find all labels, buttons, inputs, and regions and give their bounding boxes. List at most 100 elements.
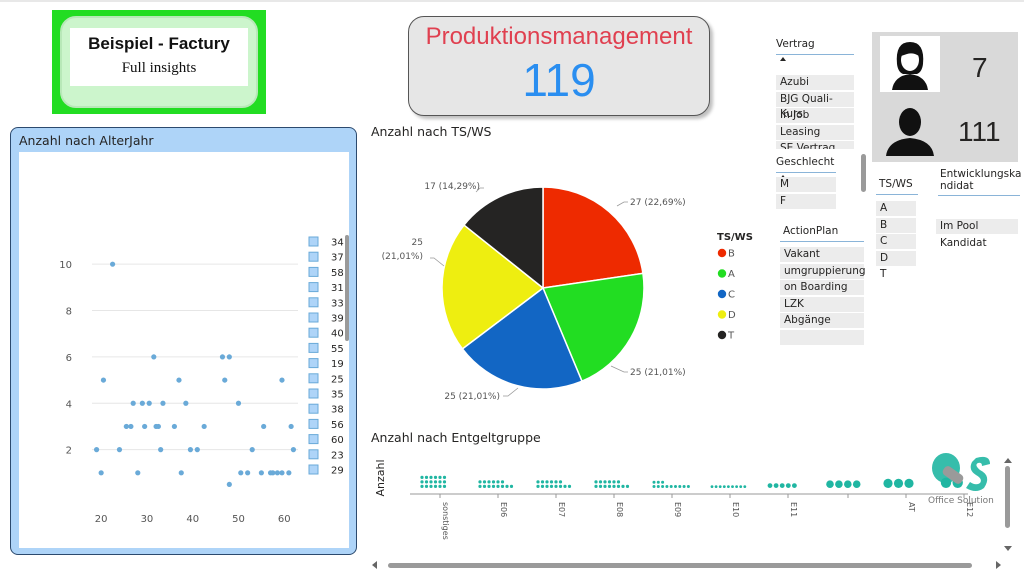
scatter-point: [139, 400, 145, 406]
chevron-up-icon[interactable]: [780, 57, 786, 61]
watermark-text: Office Solution: [928, 496, 994, 506]
slicer-item-injob[interactable]: In Job: [776, 108, 854, 123]
pie-chart[interactable]: 27 (22,69%) 25 (21,01%) 25 (21,01%) 25 (21,0…: [368, 140, 758, 430]
scroll-left-arrow[interactable]: [372, 561, 377, 569]
vertical-scroll-thumb[interactable]: [1005, 466, 1010, 528]
legend-label: 25: [331, 374, 344, 385]
entgelt-chart[interactable]: Anzahl sonstiges E06 E07 E08 E09 E10 E11 AT E12: [368, 446, 1008, 558]
entgelt-vertical-scrollbar[interactable]: [1004, 458, 1012, 554]
slicer-item-d[interactable]: D: [876, 250, 916, 266]
legend-swatch: [308, 449, 319, 460]
slicer-tsws-list: A B C D T: [876, 201, 916, 284]
legend-label: 40: [331, 329, 344, 340]
age-chart-title: Anzahl nach AlterJahr: [19, 133, 154, 148]
scroll-thumb[interactable]: [388, 563, 972, 568]
beeswarm-dot: [621, 484, 625, 488]
age-scatter-chart[interactable]: 2 4 6 8 10 20 30 40 50 60 34 37 58 31 33 39 40 55 19 25 35 38…: [19, 152, 349, 548]
beeswarm-dot: [682, 485, 686, 488]
slicer-entwicklung-title-1: Entwicklungska: [940, 168, 1022, 180]
beeswarm-dot: [844, 480, 852, 488]
pie-legend-marker: [717, 289, 727, 299]
beeswarm-dot: [438, 480, 442, 484]
scatter-point: [123, 423, 129, 430]
y-tick-label: 6: [66, 353, 72, 364]
slicer-item-m[interactable]: M: [776, 177, 836, 192]
scatter-point: [286, 470, 292, 476]
beeswarm-dot: [743, 485, 747, 488]
pie-slice-B: [542, 186, 644, 289]
horizontal-scrollbar[interactable]: [372, 561, 1012, 570]
pie-legend-marker: [717, 248, 727, 258]
beeswarm-dot: [792, 483, 797, 488]
x-tick-label: 20: [95, 514, 108, 525]
beeswarm-dot: [482, 480, 487, 484]
beeswarm-dot: [563, 484, 567, 488]
slicer-tsws[interactable]: TS/WS: [876, 178, 918, 195]
slicer-item-a[interactable]: A: [876, 201, 916, 216]
beeswarm-dot: [429, 475, 433, 479]
beeswarm-dot: [540, 480, 545, 484]
beeswarm-dot: [433, 475, 438, 479]
age-chart-panel[interactable]: Anzahl nach AlterJahr 2 4 6 8 10 20 30 40 50 60 34…: [10, 127, 357, 555]
slicer-item-b[interactable]: B: [876, 217, 916, 233]
slicer-item-abgaenge[interactable]: Abgänge: [780, 313, 864, 328]
slicer-item-se-vertrag[interactable]: SE Vertrag: [776, 141, 854, 149]
slicer-item-leasing[interactable]: Leasing: [776, 124, 854, 140]
beeswarm-dot: [424, 480, 429, 484]
pie-slice-T: [462, 186, 544, 290]
slicer-item-blank[interactable]: [780, 329, 864, 345]
scatter-point: [249, 447, 255, 453]
scatter-point: [279, 470, 285, 476]
slicer-vertrag-scrollbar[interactable]: [861, 154, 866, 192]
slicer-geschlecht[interactable]: Geschlecht: [776, 156, 838, 179]
beeswarm-dot: [710, 485, 714, 488]
beeswarm-dot: [785, 483, 791, 488]
beeswarm-dot: [904, 478, 914, 488]
slicer-actionplan[interactable]: ActionPlan: [780, 225, 864, 242]
beeswarm-dot: [674, 485, 677, 488]
legend-swatch: [308, 373, 319, 384]
legend-scrollbar: [345, 235, 349, 341]
kpi-card[interactable]: Produktionsmanagement 119: [408, 16, 710, 116]
beeswarm-dot: [554, 480, 558, 484]
y-tick-label: 10: [59, 260, 72, 271]
beeswarm-dot: [607, 480, 612, 484]
slicer-item-lzk[interactable]: LZK: [780, 296, 864, 312]
slicer-vertrag[interactable]: Vertrag: [776, 38, 856, 63]
scatter-point: [158, 447, 164, 453]
slicer-item-c[interactable]: C: [876, 234, 916, 249]
pie-legend-label: B: [728, 249, 735, 260]
beeswarm-dot: [554, 484, 558, 488]
slicer-item-onboarding[interactable]: on Boarding: [780, 280, 864, 295]
slicer-item-kandidat[interactable]: Kandidat: [940, 236, 987, 249]
scatter-point: [116, 447, 123, 453]
x-category-label: E06: [499, 502, 508, 517]
slicer-tsws-title: TS/WS: [879, 178, 913, 190]
scroll-up-arrow[interactable]: [1004, 458, 1012, 463]
slicer-item-azubi[interactable]: Azubi: [776, 75, 854, 90]
scroll-right-arrow[interactable]: [996, 561, 1001, 569]
x-tick-label: 50: [232, 514, 245, 525]
slicer-item-bjg[interactable]: BJG Quali-Kurs: [776, 91, 854, 120]
beeswarm-dot: [500, 484, 505, 488]
slicer-item-umgruppierung[interactable]: umgruppierung: [780, 263, 866, 279]
slicer-entwicklung[interactable]: Entwicklungska ndidat: [938, 168, 1022, 196]
beeswarm-dot: [607, 484, 612, 488]
slicer-item-f[interactable]: F: [776, 193, 836, 209]
legend-label: 39: [331, 314, 344, 325]
slicer-item-t[interactable]: T: [880, 268, 887, 280]
beeswarm-dot: [420, 484, 424, 488]
watermark-logo: Office Solution: [926, 450, 998, 508]
beeswarm-dot: [478, 484, 482, 488]
scroll-down-arrow[interactable]: [1004, 546, 1012, 551]
pie-legend-marker: [717, 330, 727, 340]
scatter-point: [219, 354, 226, 360]
y-tick-label: 4: [66, 399, 72, 410]
slicer-item-im-pool[interactable]: Im Pool: [936, 219, 1018, 234]
scatter-point: [178, 470, 184, 476]
pie-slice-A: [541, 272, 645, 383]
beeswarm-dot: [826, 480, 834, 488]
slicer-item-vakant[interactable]: Vakant: [780, 247, 864, 262]
slicer-actionplan-title: ActionPlan: [783, 225, 839, 237]
scatter-point: [135, 470, 141, 476]
